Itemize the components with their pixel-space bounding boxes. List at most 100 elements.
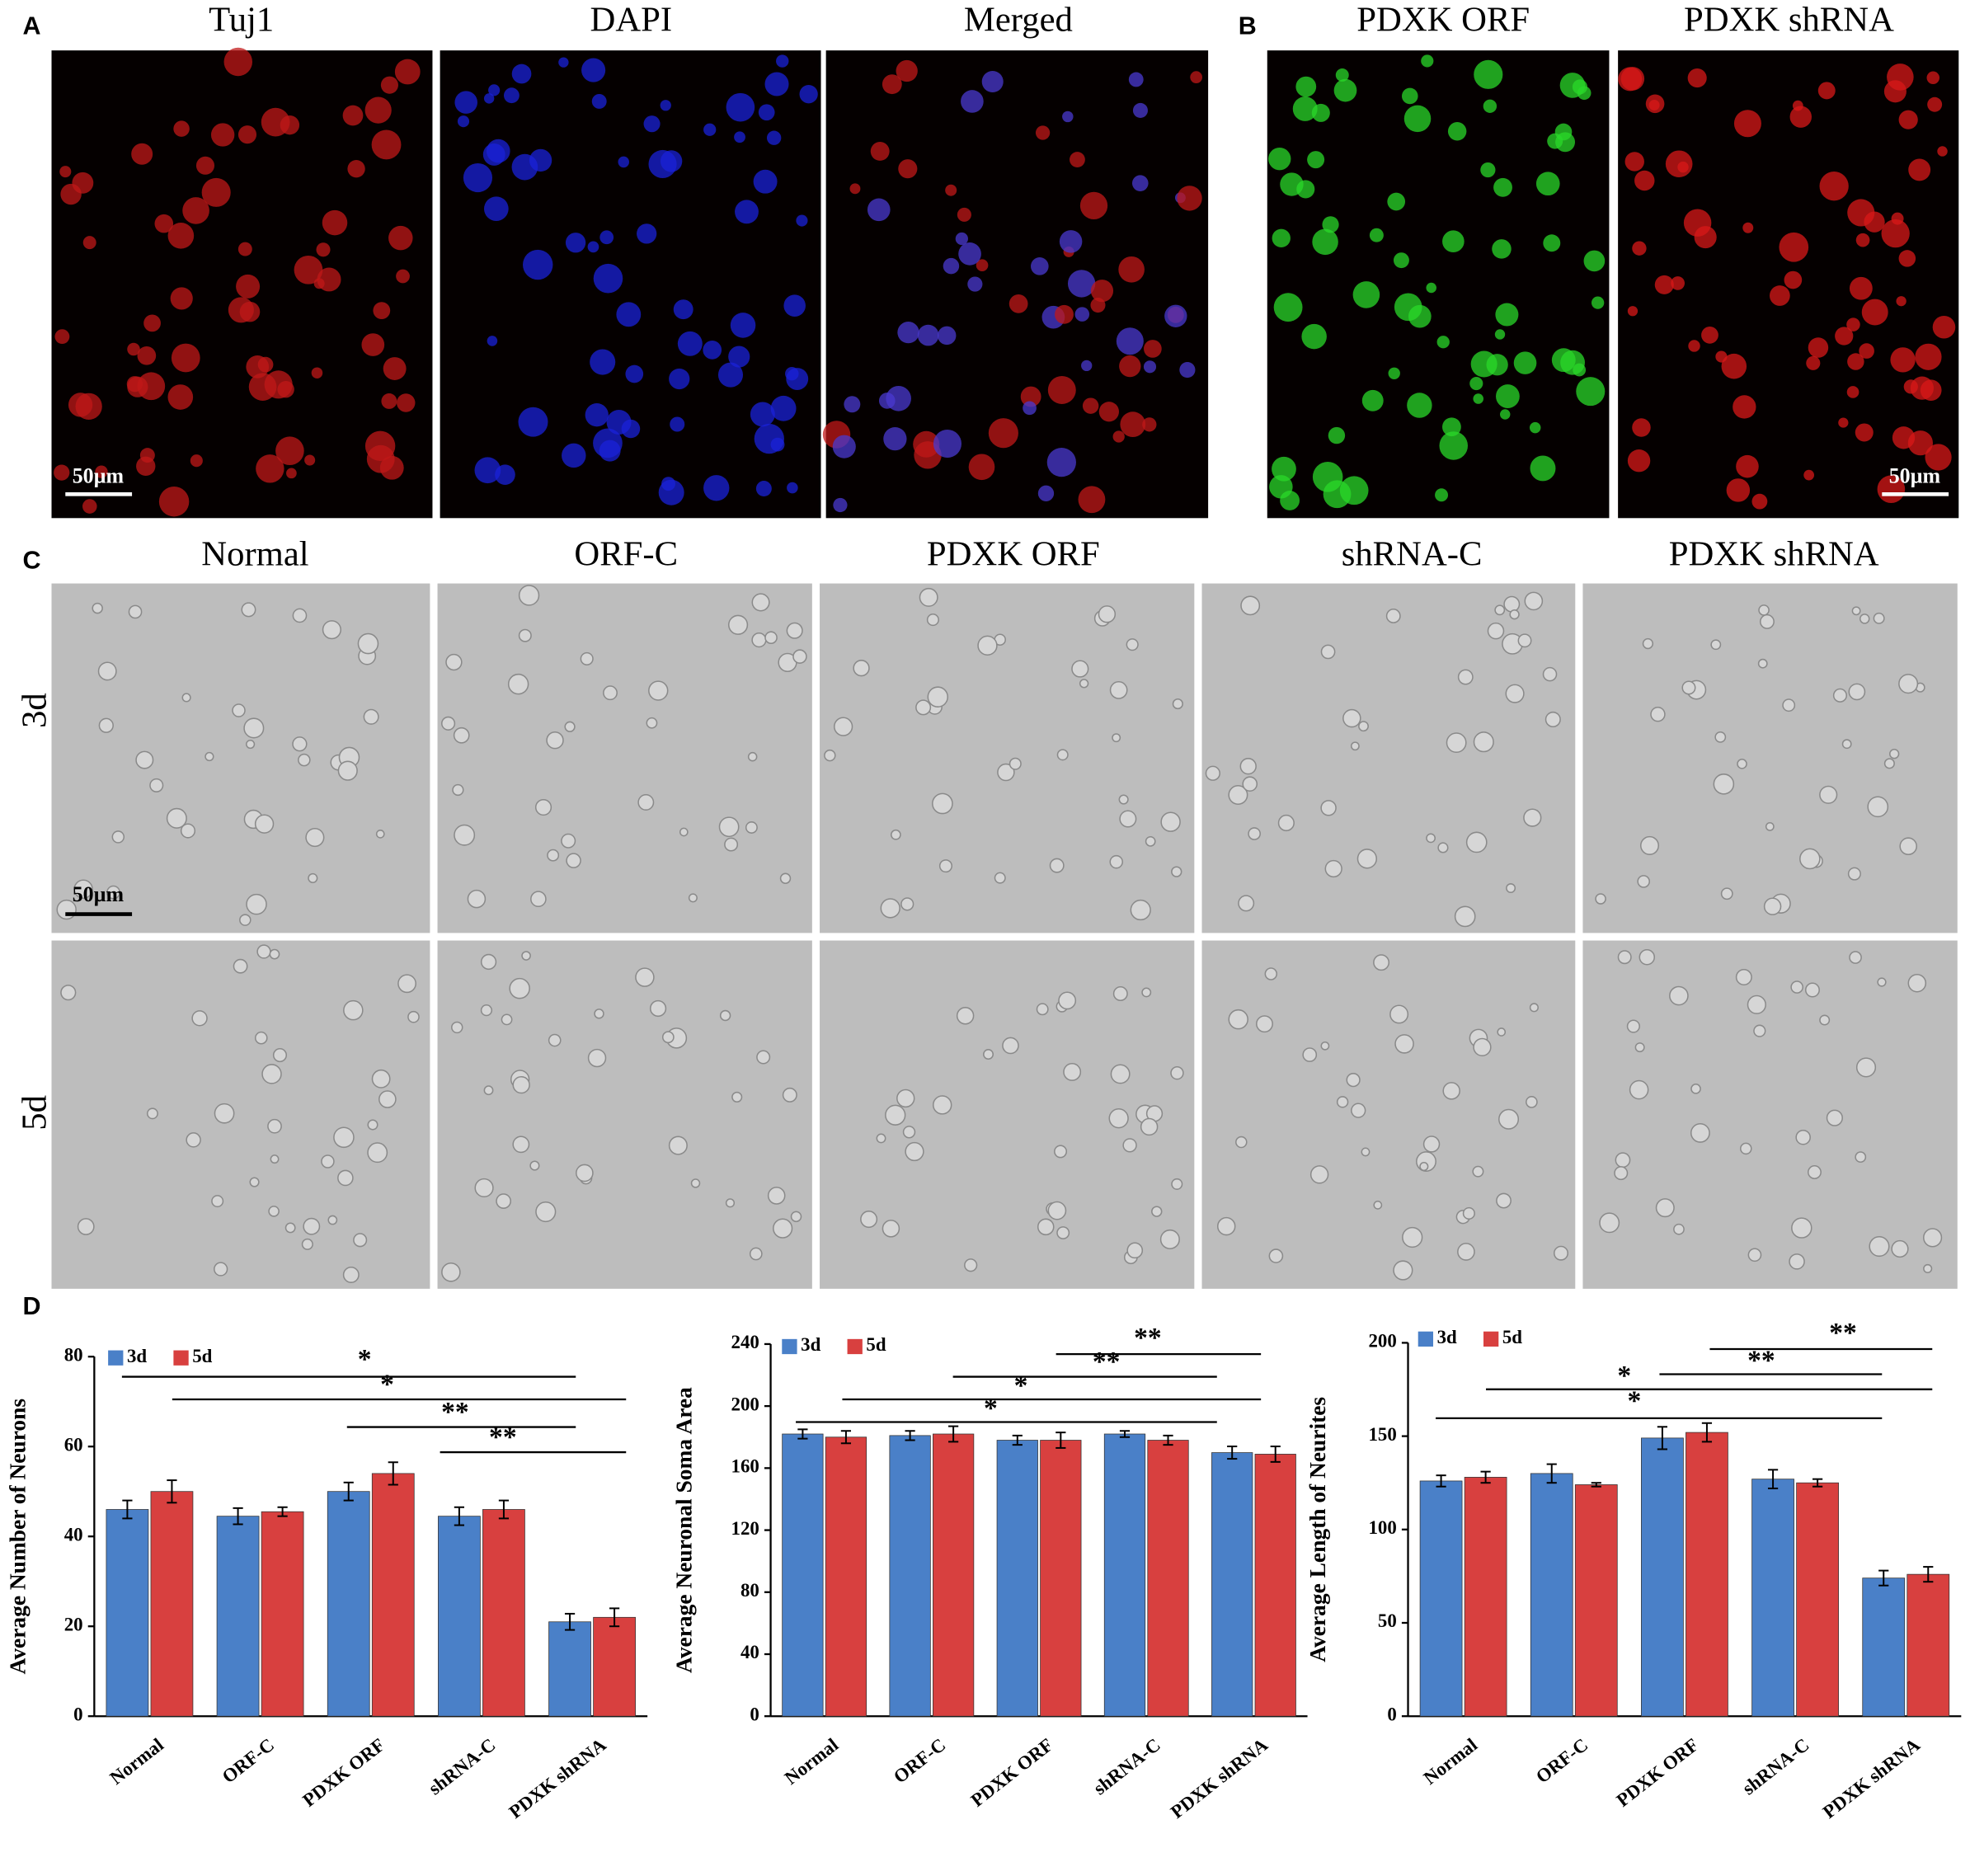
cell xyxy=(1506,883,1516,894)
cell xyxy=(1848,683,1866,701)
cell xyxy=(1393,252,1409,269)
cell xyxy=(1205,765,1220,781)
cell xyxy=(673,299,693,320)
cell xyxy=(1665,150,1693,178)
cell xyxy=(1898,110,1918,129)
cell xyxy=(635,967,655,987)
x-tick-label: shRNA-C xyxy=(1738,1734,1812,1798)
legend-swatch xyxy=(108,1350,124,1366)
cell xyxy=(1721,353,1747,379)
cell xyxy=(483,93,495,104)
scale-bar-label: 50µm xyxy=(73,882,125,906)
cell xyxy=(82,499,97,514)
micrograph xyxy=(1201,940,1576,1289)
column-title: PDXK shRNA xyxy=(1669,534,1879,573)
cell xyxy=(590,349,616,375)
cell xyxy=(897,321,919,344)
cell xyxy=(367,1142,388,1164)
cell xyxy=(529,1160,540,1171)
cell xyxy=(1915,343,1942,370)
cell xyxy=(1819,1014,1831,1026)
cell xyxy=(725,1198,736,1208)
cell xyxy=(1130,899,1151,921)
cell xyxy=(1439,431,1469,460)
cell xyxy=(735,200,759,224)
y-tick-label: 60 xyxy=(64,1434,83,1455)
cell xyxy=(1687,68,1707,88)
cell xyxy=(214,1262,228,1277)
micrograph xyxy=(820,583,1195,933)
cell xyxy=(1923,1263,1933,1274)
cell xyxy=(724,837,739,852)
bar xyxy=(327,1491,370,1717)
error-bar xyxy=(233,1507,243,1526)
y-tick-label: 50 xyxy=(1378,1610,1397,1631)
cell xyxy=(1855,233,1870,247)
cell xyxy=(1898,674,1919,694)
error-bar xyxy=(498,1499,510,1520)
legend-swatch xyxy=(847,1338,863,1355)
cell xyxy=(1620,67,1645,91)
bar xyxy=(782,1433,824,1717)
cell xyxy=(1639,949,1656,966)
cell xyxy=(885,1104,906,1126)
cell xyxy=(166,807,187,829)
error-bar xyxy=(1878,1569,1889,1587)
cell xyxy=(1808,337,1829,358)
cell xyxy=(1190,71,1202,84)
cell xyxy=(361,333,385,356)
y-axis-label: Average Neuronal Soma Area xyxy=(672,1387,697,1673)
cell xyxy=(60,183,82,205)
cell xyxy=(767,1187,786,1205)
cell xyxy=(1861,299,1888,326)
cell xyxy=(1769,285,1790,306)
y-axis-label: Average Length of Neurites xyxy=(1305,1397,1330,1662)
cell xyxy=(1888,749,1900,759)
cell xyxy=(316,242,331,257)
cell xyxy=(211,1195,224,1208)
cell xyxy=(646,717,658,729)
cell xyxy=(364,96,392,124)
cell xyxy=(1023,401,1037,416)
cell xyxy=(625,364,644,383)
error-bar xyxy=(1119,1430,1131,1438)
column-title: Normal xyxy=(201,534,308,573)
cell xyxy=(594,1009,604,1019)
cell xyxy=(1470,350,1497,378)
cell xyxy=(333,1126,355,1149)
cell xyxy=(1238,895,1255,912)
cell xyxy=(1320,644,1336,660)
cell xyxy=(1637,875,1651,888)
cell xyxy=(661,1031,675,1044)
cell xyxy=(59,166,72,178)
cell xyxy=(917,324,939,346)
significance-label: * xyxy=(1014,1371,1028,1401)
cell xyxy=(547,849,560,862)
cell xyxy=(1826,1109,1843,1126)
error-bar xyxy=(1012,1434,1023,1446)
cell xyxy=(585,403,609,427)
cell xyxy=(1806,355,1821,370)
cell xyxy=(1422,1135,1441,1153)
cell xyxy=(926,614,939,627)
cell xyxy=(915,699,932,716)
legend-label: 3d xyxy=(1437,1327,1457,1347)
error-bar xyxy=(1163,1434,1173,1446)
cell xyxy=(82,236,96,250)
cell xyxy=(1046,448,1076,477)
significance-label: * xyxy=(1617,1361,1631,1391)
error-bar xyxy=(1812,1478,1823,1488)
cell xyxy=(799,85,818,104)
cell xyxy=(98,717,114,733)
cell xyxy=(1891,1239,1909,1258)
cell xyxy=(1736,454,1759,478)
cell xyxy=(1505,684,1525,703)
cell xyxy=(844,396,861,413)
cell xyxy=(1268,1248,1284,1263)
cell xyxy=(518,585,540,606)
cell xyxy=(943,257,960,275)
cell xyxy=(1119,355,1141,378)
cell xyxy=(480,1004,493,1017)
cell xyxy=(378,1090,397,1108)
cell xyxy=(483,1085,494,1096)
